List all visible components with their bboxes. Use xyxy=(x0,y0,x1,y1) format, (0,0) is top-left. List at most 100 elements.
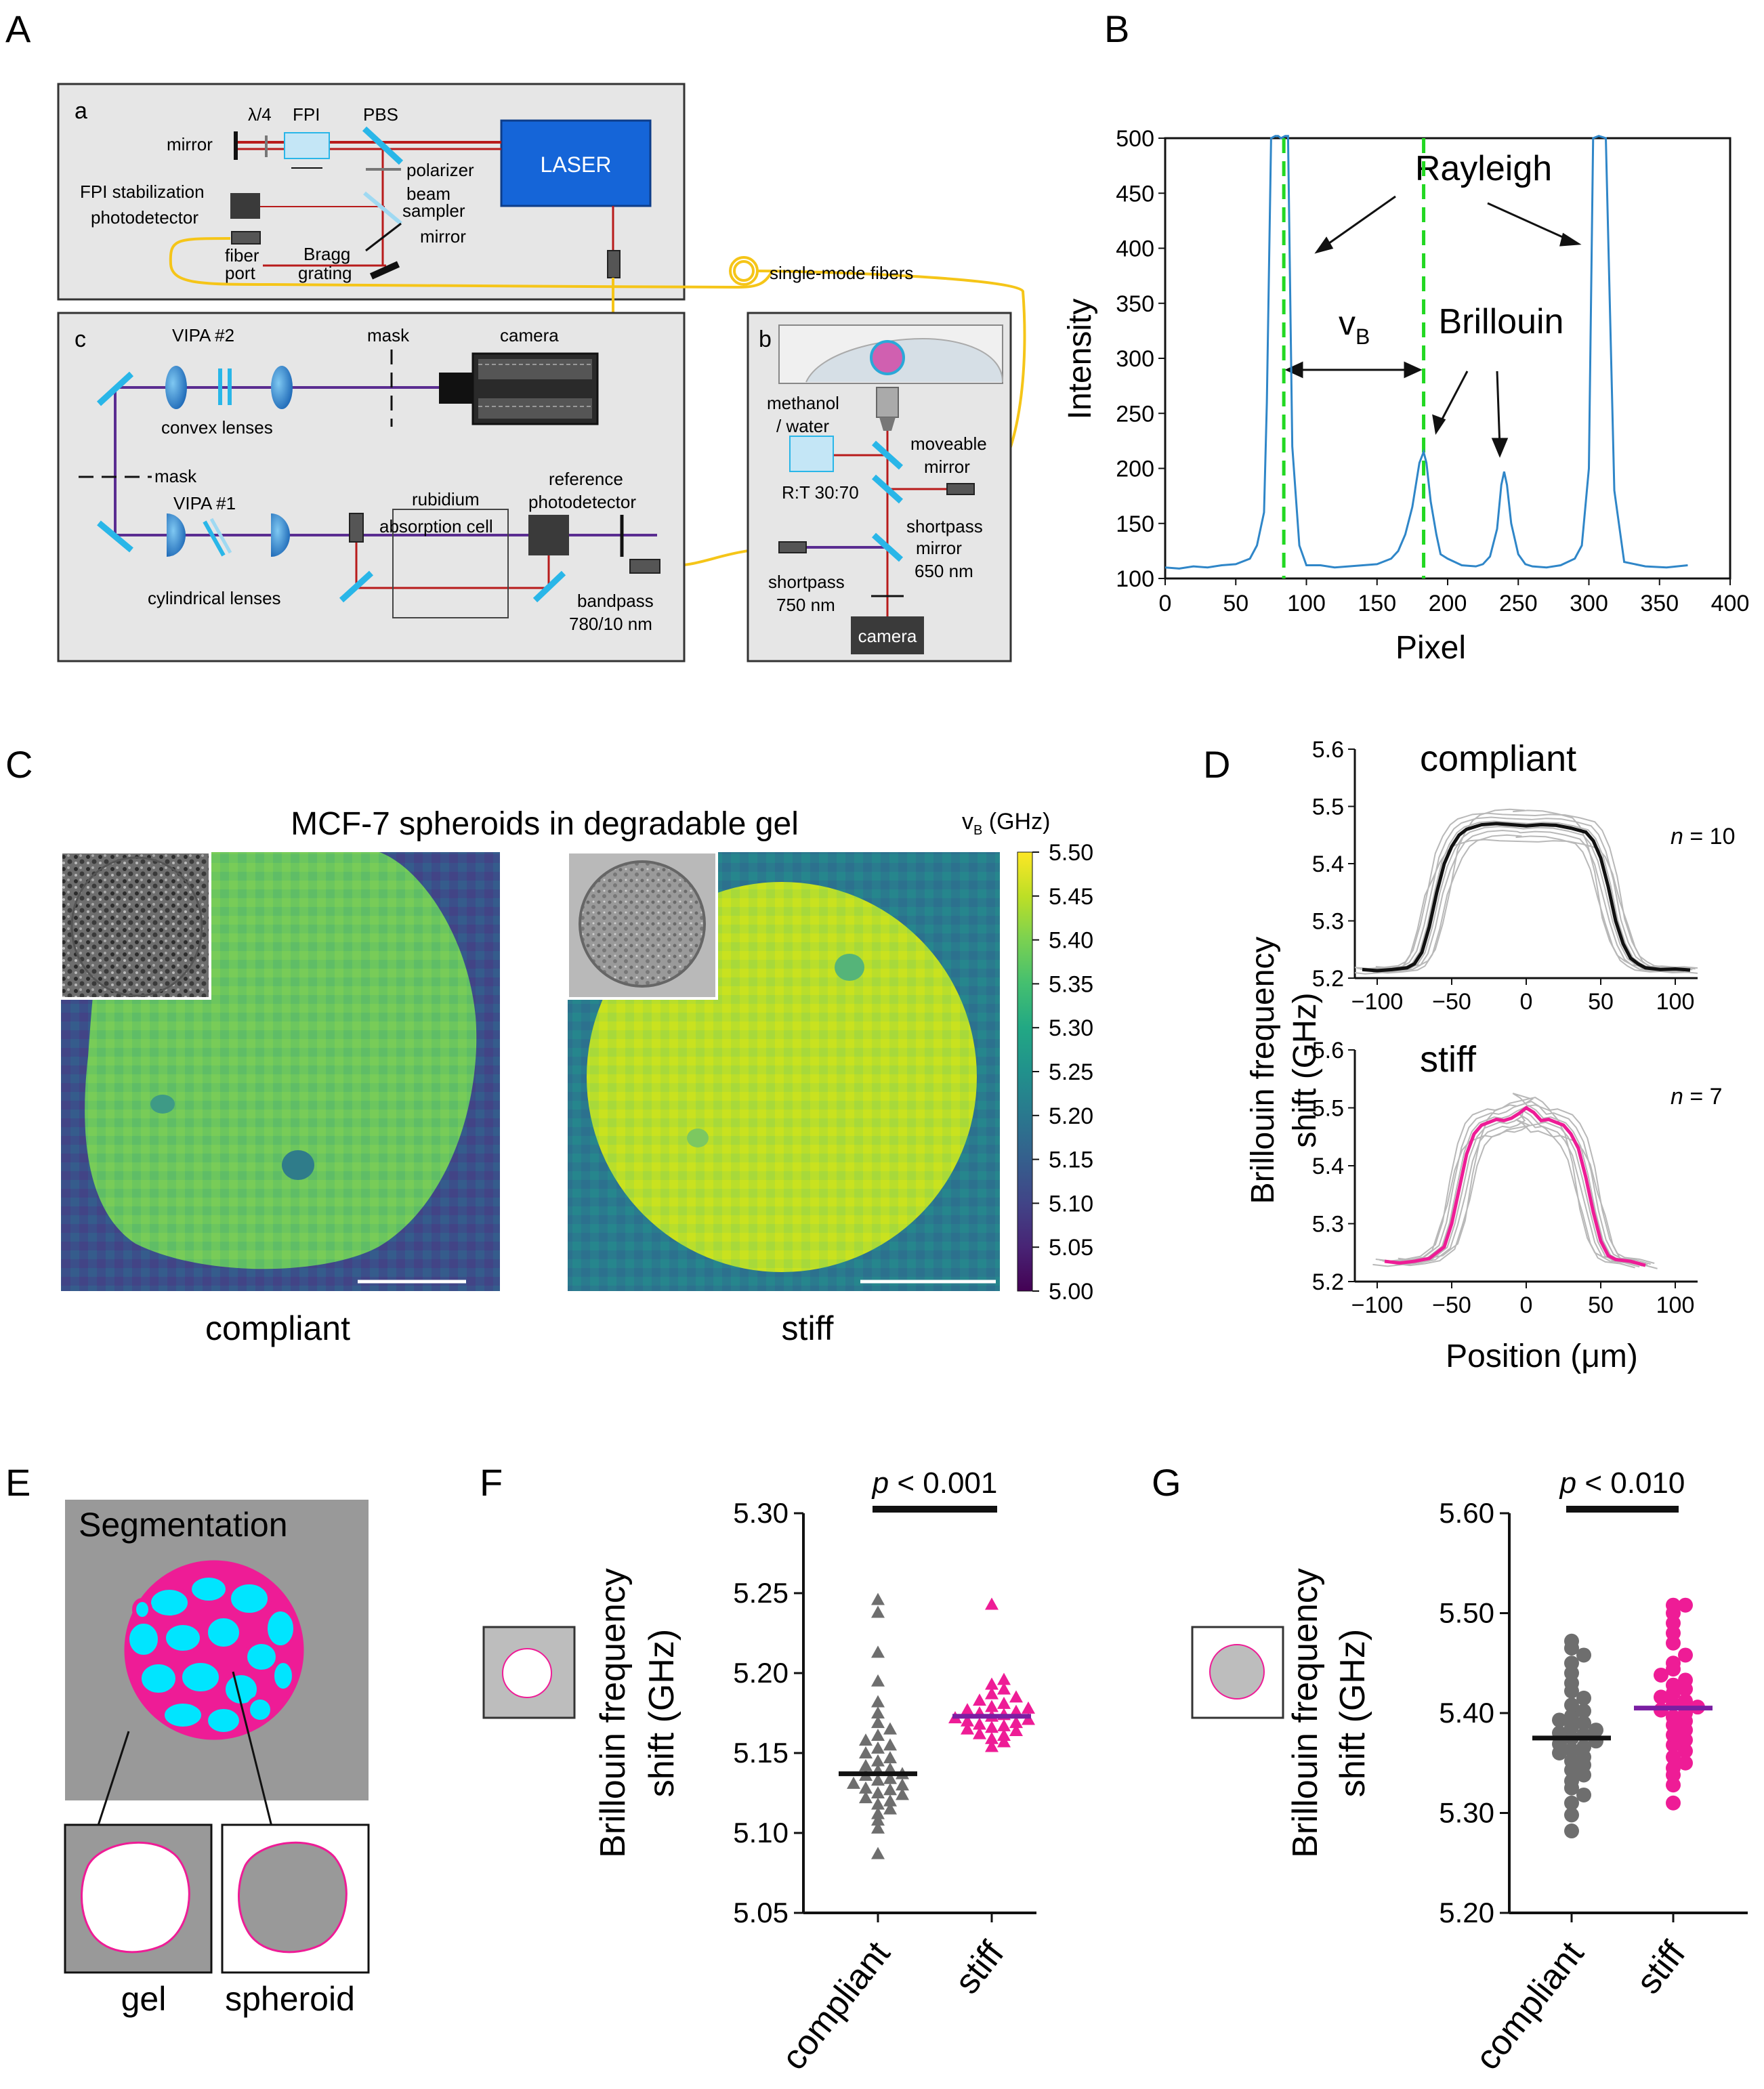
profile-ytick-label: 5.2 xyxy=(1312,1269,1344,1295)
label-cylindrical: cylindrical lenses xyxy=(148,588,281,608)
label-beam: beam xyxy=(406,184,450,204)
scatter-point xyxy=(1666,1760,1681,1776)
scatter-point xyxy=(871,1741,885,1754)
profile-ytick-label: 5.6 xyxy=(1312,737,1344,763)
cyl-lens-2 xyxy=(271,513,290,557)
label-convex: convex lenses xyxy=(161,417,273,438)
scatter-point xyxy=(961,1722,974,1735)
scatter-point xyxy=(1576,1715,1591,1731)
spectrum-xtick-label: 300 xyxy=(1570,591,1608,616)
nu-label: vB xyxy=(1339,304,1370,349)
scatter-point xyxy=(859,1758,873,1771)
profile-panel-label: stiff xyxy=(1420,1039,1477,1080)
scatter-point xyxy=(997,1672,1011,1685)
label-sp-650: 650 nm xyxy=(915,561,973,581)
p-value-text: < 0.001 xyxy=(889,1466,997,1500)
profile-xtick-label: 50 xyxy=(1588,1292,1614,1318)
profile-n-value: = 10 xyxy=(1683,824,1736,849)
scatter-point xyxy=(997,1682,1011,1695)
spectrum-xtick-label: 200 xyxy=(1429,591,1467,616)
label-shortpass: shortpass xyxy=(768,572,845,592)
label-vipa2: VIPA #2 xyxy=(172,325,234,345)
profile-ytick-label: 5.4 xyxy=(1312,1154,1344,1179)
label-absorption: absorption cell xyxy=(379,516,493,536)
profile-individual-trace xyxy=(1368,829,1685,973)
profile-individual-trace xyxy=(1354,839,1698,975)
profile-ytick-label: 5.3 xyxy=(1312,909,1344,935)
profile-panel-label: compliant xyxy=(1420,738,1576,779)
label-camera-c: camera xyxy=(500,325,559,345)
scatter-point xyxy=(871,1797,885,1810)
spectrum-ytick-label: 100 xyxy=(1116,566,1154,592)
scatter-point xyxy=(997,1729,1011,1742)
label-mirror: mirror xyxy=(167,134,213,154)
scatter-point xyxy=(1564,1633,1579,1649)
scatter-ylabel-2: shift (GHz) xyxy=(1333,1629,1372,1797)
profile-ytick-label: 5.5 xyxy=(1312,1096,1344,1122)
profile-ytick-label: 5.5 xyxy=(1312,795,1344,820)
profile-individual-trace xyxy=(1375,808,1677,969)
p-value-label: p < 0.001 xyxy=(871,1466,998,1500)
label-vipa1: VIPA #1 xyxy=(173,493,236,513)
setup-box-a: a LASER mirror λ/4 FPI PBS polarizer bea… xyxy=(57,83,686,301)
scatter-point xyxy=(883,1751,897,1764)
label-sampler: sampler xyxy=(402,201,465,221)
spectrum-ytick-label: 200 xyxy=(1116,457,1154,482)
profile-individual-trace xyxy=(1372,1123,1658,1269)
profile-xtick-label: 100 xyxy=(1656,989,1695,1015)
panel-letter-a: A xyxy=(5,7,31,50)
scatter-point xyxy=(871,1786,885,1798)
profile-individual-trace xyxy=(1365,826,1687,972)
spectrum-xlabel: Pixel xyxy=(1395,630,1466,666)
scatter-point xyxy=(985,1677,999,1690)
p-value-label: p < 0.010 xyxy=(1559,1466,1685,1500)
panel-letter-c: C xyxy=(5,743,33,786)
label-rt: R:T 30:70 xyxy=(782,482,859,503)
scatter-point xyxy=(871,1813,885,1826)
scatter-point xyxy=(883,1794,897,1807)
colorbar-unit: (GHz) xyxy=(982,809,1050,835)
spectrum-ytick-label: 400 xyxy=(1116,236,1154,262)
brillouin-map-compliant xyxy=(60,851,500,1291)
scatter-point xyxy=(859,1733,873,1746)
spectrum-ytick-label: 250 xyxy=(1116,401,1154,427)
scatter-point xyxy=(1666,1597,1681,1613)
annotation-arrows xyxy=(1284,195,1582,458)
colorbar-tick-label: 5.00 xyxy=(1049,1279,1093,1305)
profile-charts: 5.2 5.3 5.4 5.5 5.6 −100 −50 0 50 100 compliant n =… xyxy=(1312,737,1736,1318)
label-sp-750: 750 nm xyxy=(776,595,835,615)
profile-xtick-label: 0 xyxy=(1520,1292,1533,1318)
spectrum-xtick-label: 250 xyxy=(1499,591,1538,616)
scatter-point xyxy=(1666,1655,1681,1671)
scatter-point xyxy=(985,1700,999,1712)
spectrum-xtick-label: 150 xyxy=(1358,591,1396,616)
colorbar: vB (GHz) 5.50 5.45 5.40 5.35 5.30 5.25 5.20 5.1… xyxy=(962,809,1093,1305)
colorbar-tick-label: 5.25 xyxy=(1049,1059,1093,1085)
scatter-ytick-label: 5.20 xyxy=(1439,1897,1494,1928)
scatter-ytick-label: 5.40 xyxy=(1439,1697,1494,1729)
panel-letter-g: G xyxy=(1152,1461,1181,1504)
profile-individual-trace xyxy=(1398,1093,1633,1263)
spectrum-ylabel: Intensity xyxy=(1062,299,1098,420)
convex-lens-2 xyxy=(271,366,293,409)
scatter-point xyxy=(973,1693,986,1706)
scatter-category-label: compliant xyxy=(774,1934,898,2077)
p-value-text: < 0.010 xyxy=(1576,1466,1685,1500)
scatter-point xyxy=(1678,1597,1693,1613)
scatter-point xyxy=(1564,1773,1579,1789)
label-photodetector: photodetector xyxy=(528,492,636,512)
scatter-ytick-label: 5.30 xyxy=(733,1497,789,1529)
camera-c xyxy=(439,352,599,425)
scatter-ytick-label: 5.25 xyxy=(733,1577,789,1609)
scatter-point xyxy=(985,1597,999,1610)
setup-box-c: c xyxy=(57,312,686,662)
scatter-point xyxy=(1576,1690,1591,1706)
panel-letter-d: D xyxy=(1203,743,1230,786)
scatter-point xyxy=(985,1731,999,1744)
spectrum-xtick-label: 0 xyxy=(1159,591,1172,616)
profile-chart-stiff: 5.2 5.3 5.4 5.5 5.6 −100 −50 0 50 100 stiff n = 7 xyxy=(1312,1038,1723,1318)
scatter-category-label: stiff xyxy=(1629,1934,1694,2001)
scatter-chart-g: 5.20 5.30 5.40 5.50 5.60 compliant stiff p < 0.… xyxy=(1286,1466,1748,2077)
scatter-point xyxy=(1022,1712,1035,1725)
profile-xlabel: Position (μm) xyxy=(1446,1338,1638,1374)
